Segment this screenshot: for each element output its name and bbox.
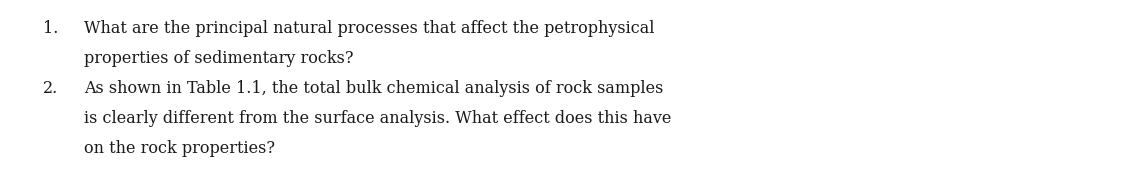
Text: As shown in Table 1.1, the total bulk chemical analysis of rock samples: As shown in Table 1.1, the total bulk ch…	[84, 80, 663, 97]
Text: is clearly different from the surface analysis. What effect does this have: is clearly different from the surface an…	[84, 110, 672, 127]
Text: on the rock properties?: on the rock properties?	[84, 140, 275, 157]
Text: properties of sedimentary rocks?: properties of sedimentary rocks?	[84, 50, 354, 67]
Text: 2.: 2.	[43, 80, 58, 97]
Text: 1.: 1.	[43, 20, 58, 37]
Text: What are the principal natural processes that affect the petrophysical: What are the principal natural processes…	[84, 20, 655, 37]
